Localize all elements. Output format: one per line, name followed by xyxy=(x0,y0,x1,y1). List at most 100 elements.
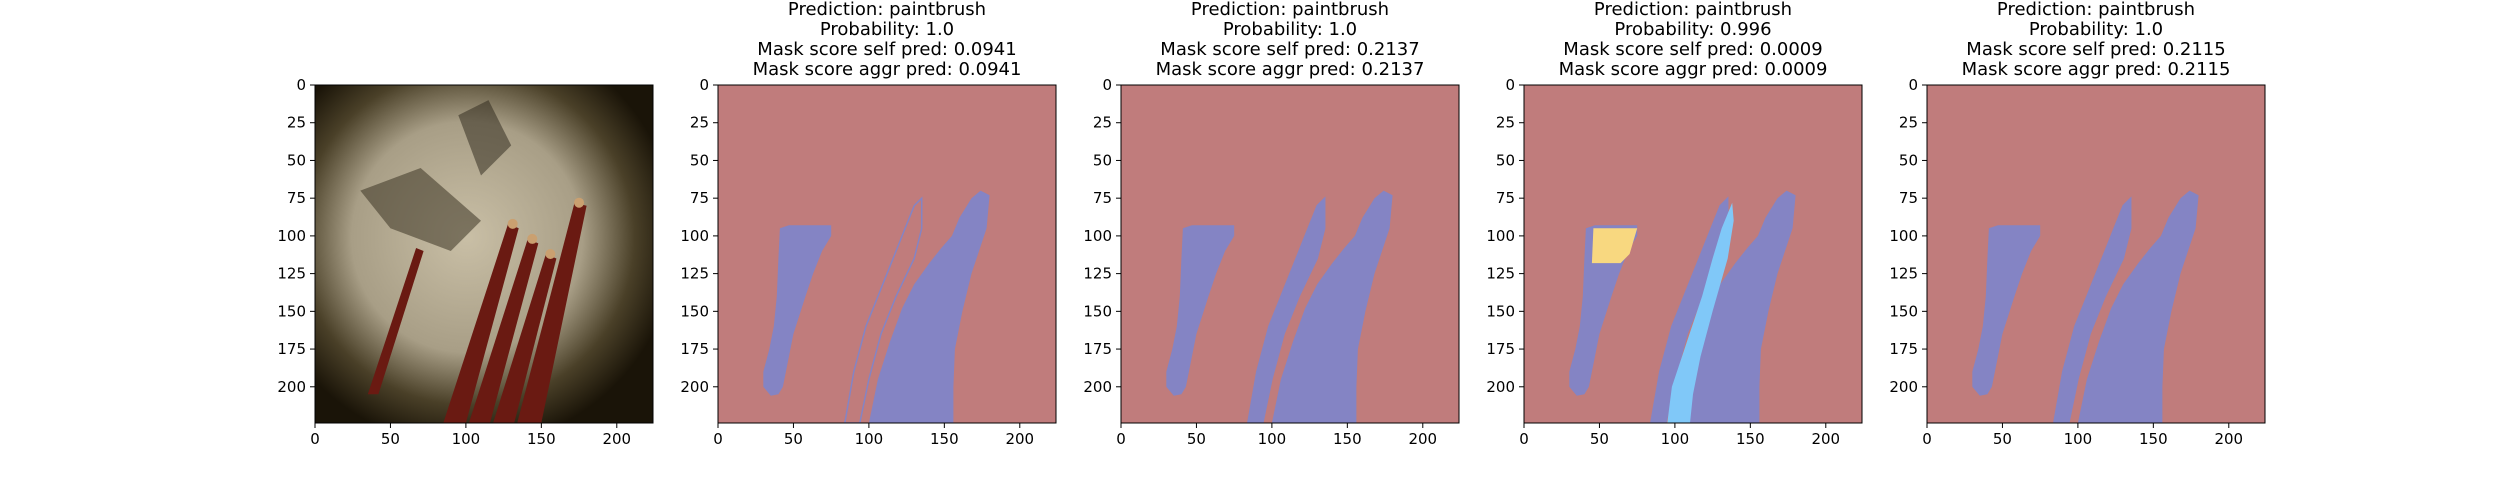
title-line: Probability: 1.0 xyxy=(2028,19,2164,40)
charcoal-smudge xyxy=(458,100,512,176)
mask-brush-thin xyxy=(1247,196,1326,423)
title-line: Mask score aggr pred: 0.2137 xyxy=(1155,59,1425,80)
title-line: Mask score self pred: 0.2115 xyxy=(1966,39,2226,60)
paintbrush-handle xyxy=(367,248,424,395)
mask-brush-left xyxy=(1972,225,2041,396)
title-line: Prediction: paintbrush xyxy=(787,0,987,20)
brush-ferrule xyxy=(574,197,585,208)
y-tick-label: 200 xyxy=(680,378,709,396)
title-line: Mask score aggr pred: 0.0009 xyxy=(1558,59,1828,80)
y-tick-label: 175 xyxy=(680,340,709,358)
mask-highlight-cyan xyxy=(1667,202,1734,423)
x-tick-label: 0 xyxy=(310,430,320,448)
y-tick-label: 200 xyxy=(277,378,306,396)
y-tick-label: 200 xyxy=(1083,378,1112,396)
axes-frame xyxy=(717,84,1057,424)
y-tick-label: 50 xyxy=(1093,151,1112,169)
panel-title: Prediction: paintbrush Probability: 1.0 Ma… xyxy=(687,0,1087,80)
y-tick-label: 100 xyxy=(277,227,306,245)
axes: 0 50 100 150 200 0 25 50 75 100 125 150 175 200 xyxy=(680,76,1057,448)
y-tick-label: 75 xyxy=(287,189,306,207)
y-tick-label: 150 xyxy=(680,302,709,320)
y-tick-label: 100 xyxy=(1889,227,1918,245)
y-tick-label: 150 xyxy=(277,302,306,320)
title-line: Mask score self pred: 0.2137 xyxy=(1160,39,1420,60)
y-tick-label: 0 xyxy=(1505,76,1515,94)
mask-brush-thin xyxy=(2053,196,2132,423)
y-tick-label: 100 xyxy=(1486,227,1515,245)
x-tick-label: 100 xyxy=(1258,430,1287,448)
x-tick-label: 0 xyxy=(1922,430,1932,448)
y-tick-label: 175 xyxy=(277,340,306,358)
axes: 0 50 100 150 200 0 25 50 75 100 125 150 175 200 xyxy=(1083,76,1460,448)
y-tick-label: 25 xyxy=(1093,114,1112,132)
y-tick-label: 200 xyxy=(1889,378,1918,396)
y-tick-label: 100 xyxy=(1083,227,1112,245)
mask-edge xyxy=(1704,326,1729,423)
axes: 0 50 100 150 200 0 25 50 75 100 125 150 175 200 xyxy=(1486,76,1863,448)
y-tick-label: 0 xyxy=(296,76,306,94)
mask-brush-left xyxy=(763,225,832,396)
y-tick-label: 100 xyxy=(680,227,709,245)
panel-input-image: 0 50 100 150 200 0 25 50 75 100 125 150 175 200 xyxy=(277,0,685,500)
x-tick-label: 100 xyxy=(2064,430,2093,448)
shadow-region xyxy=(360,168,481,251)
title-line: Probability: 1.0 xyxy=(819,19,955,40)
axes-frame xyxy=(1120,84,1460,424)
y-tick-label: 50 xyxy=(690,151,709,169)
y-tick-label: 175 xyxy=(1083,340,1112,358)
title-line: Mask score self pred: 0.0009 xyxy=(1563,39,1823,60)
axes-frame xyxy=(1523,84,1863,424)
image-content xyxy=(315,85,653,423)
x-tick-label: 50 xyxy=(1187,430,1206,448)
image-content xyxy=(1927,85,2265,423)
y-tick-label: 150 xyxy=(1083,302,1112,320)
mask-brush-left xyxy=(1166,225,1235,396)
x-tick-label: 0 xyxy=(1116,430,1126,448)
panel-mask-3: 0 50 100 150 200 0 25 50 75 100 125 150 175 200 Predic… xyxy=(1486,0,1894,500)
x-tick-label: 150 xyxy=(930,430,959,448)
x-tick-label: 100 xyxy=(1661,430,1690,448)
y-tick-label: 150 xyxy=(1486,302,1515,320)
mask-edge xyxy=(1301,326,1326,423)
panel-mask-4: 0 50 100 150 200 0 25 50 75 100 125 150 175 200 Predic… xyxy=(1889,0,2297,500)
y-tick-label: 25 xyxy=(287,114,306,132)
y-tick-label: 0 xyxy=(1102,76,1112,94)
paintbrush-handle xyxy=(468,238,539,423)
title-line: Prediction: paintbrush xyxy=(1593,0,1793,20)
y-tick-label: 25 xyxy=(1899,114,1918,132)
image-content xyxy=(1121,85,1459,423)
x-tick-label: 50 xyxy=(784,430,803,448)
mask-brush-right xyxy=(1674,190,1796,423)
x-tick-label: 100 xyxy=(452,430,481,448)
x-tick-label: 50 xyxy=(1993,430,2012,448)
mask-brush-thin xyxy=(1650,196,1729,423)
y-tick-label: 50 xyxy=(287,151,306,169)
x-tick-label: 150 xyxy=(2139,430,2168,448)
y-tick-label: 125 xyxy=(1486,265,1515,283)
chart-svg: 0 50 100 150 200 0 25 50 75 100 125 150 175 200 xyxy=(277,76,654,448)
y-tick-label: 125 xyxy=(1083,265,1112,283)
mask-brush-right xyxy=(868,190,990,423)
x-tick-label: 200 xyxy=(602,430,631,448)
paintbrush-handle xyxy=(443,223,519,423)
image-content xyxy=(718,85,1056,423)
title-line: Probability: 1.0 xyxy=(1222,19,1358,40)
y-tick-label: 25 xyxy=(1496,114,1515,132)
paintbrush-handle xyxy=(517,202,587,423)
y-tick-label: 125 xyxy=(277,265,306,283)
image-content xyxy=(1524,85,1862,423)
y-tick-label: 75 xyxy=(690,189,709,207)
y-tick-label: 75 xyxy=(1093,189,1112,207)
y-tick-label: 75 xyxy=(1496,189,1515,207)
mask-edge xyxy=(898,326,923,423)
mask-brush-right xyxy=(2077,190,2199,423)
title-line: Mask score aggr pred: 0.2115 xyxy=(1961,59,2231,80)
axes: 0 50 100 150 200 0 25 50 75 100 125 150 175 200 xyxy=(277,76,654,448)
x-tick-label: 200 xyxy=(2214,430,2243,448)
panel-mask-2: 0 50 100 150 200 0 25 50 75 100 125 150 175 200 Predic… xyxy=(1083,0,1491,500)
y-tick-label: 175 xyxy=(1486,340,1515,358)
title-line: Prediction: paintbrush xyxy=(1996,0,2196,20)
y-tick-label: 125 xyxy=(1889,265,1918,283)
